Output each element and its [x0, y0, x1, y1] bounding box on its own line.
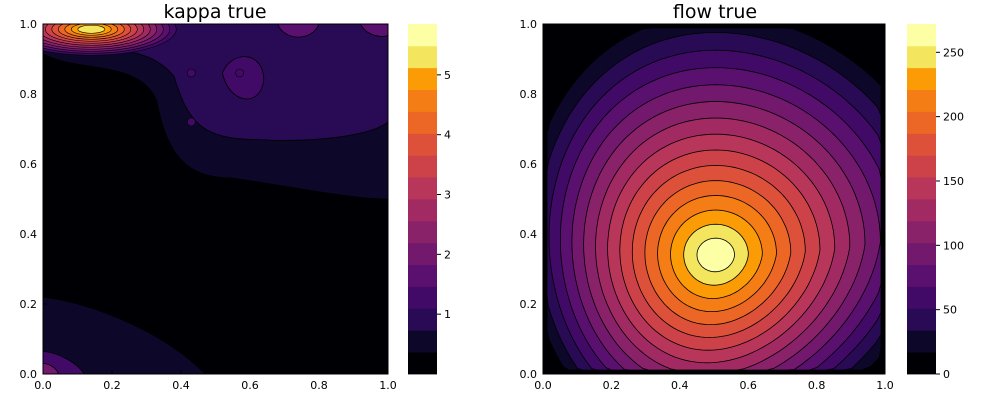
- x-tick-label: 0.2: [103, 379, 121, 392]
- kappa-panel: kappa true 0.0 0.2 0.4 0.6 0.8 1.0 0.00.20.40…: [20, 1, 452, 392]
- colorbar-tick-label: 150: [943, 175, 964, 188]
- x-tick-label: 0.6: [739, 379, 757, 392]
- kappa-colorbar: 1 2 3 4 5: [408, 24, 451, 375]
- flow-plot-area: [543, 24, 885, 374]
- colorbar-tick-label: 3: [444, 189, 451, 202]
- x-tick-label: 0.2: [603, 379, 621, 392]
- colorbar-band: [907, 133, 936, 156]
- x-tick-label: 0.4: [172, 379, 190, 392]
- x-tick-label: 0.6: [241, 379, 259, 392]
- colorbar-tick-label: 0: [943, 368, 950, 381]
- flow-panel: flow true 0.0 0.2 0.4 0.6 0.8 1.0 0.00.20.40.…: [520, 1, 965, 392]
- y-tick-label: 0.0: [20, 368, 38, 381]
- flow-x-axis: 0.0 0.2 0.4 0.6 0.8 1.0: [534, 370, 894, 392]
- flow-colorbar: 0 50 100 150 200 250: [907, 24, 964, 381]
- kappa-peak-contour: [77, 24, 106, 34]
- colorbar-band: [907, 24, 936, 47]
- kappa-local-feature: [235, 68, 244, 78]
- flow-contours: [546, 27, 882, 371]
- y-tick-label: 0.0: [520, 368, 538, 381]
- colorbar-band: [408, 286, 437, 309]
- colorbar-band: [907, 264, 936, 287]
- colorbar-band: [907, 220, 936, 244]
- colorbar-band: [408, 264, 437, 287]
- kappa-local-feature: [187, 117, 196, 127]
- colorbar-band: [408, 352, 437, 375]
- colorbar-band: [408, 89, 437, 112]
- colorbar-band: [408, 220, 437, 244]
- y-tick-label: 0.8: [520, 88, 538, 101]
- colorbar-band: [907, 111, 936, 134]
- y-tick-label: 0.6: [20, 158, 38, 171]
- y-tick-label: 0.2: [20, 298, 38, 311]
- colorbar-band: [408, 199, 437, 222]
- flow-frame: [542, 23, 886, 375]
- colorbar-band: [907, 89, 936, 112]
- colorbar-tick-label: 50: [943, 304, 957, 317]
- kappa-title: kappa true: [163, 1, 266, 23]
- y-tick-label: 0.2: [520, 298, 538, 311]
- kappa-plot-area: [43, 24, 388, 374]
- y-tick-label: 0.4: [520, 228, 538, 241]
- colorbar-band: [408, 177, 437, 200]
- colorbar-band: [907, 45, 936, 69]
- colorbar-band: [408, 242, 437, 266]
- y-tick-label: 0.4: [20, 228, 38, 241]
- x-tick-label: 1.0: [876, 379, 894, 392]
- x-tick-label: 0.8: [310, 379, 328, 392]
- colorbar-tick-label: 4: [444, 129, 451, 142]
- kappa-local-feature: [187, 68, 196, 78]
- colorbar-band: [408, 111, 437, 134]
- colorbar-band: [907, 352, 936, 375]
- colorbar-band: [408, 133, 437, 156]
- kappa-contour-level: [221, 56, 265, 100]
- x-tick-label: 0.0: [34, 379, 52, 392]
- flow-title: flow true: [673, 1, 757, 23]
- x-tick-label: 1.0: [379, 379, 397, 392]
- colorbar-tick-label: 200: [943, 111, 964, 124]
- colorbar-tick-label: 250: [943, 46, 964, 59]
- y-tick-label: 1.0: [520, 18, 538, 31]
- colorbar-band: [907, 242, 936, 266]
- colorbar-band: [907, 155, 936, 178]
- kappa-x-axis: 0.0 0.2 0.4 0.6 0.8 1.0: [34, 370, 397, 392]
- kappa-frame: [42, 23, 389, 375]
- kappa-contour-level: [43, 363, 59, 374]
- x-tick-label: 0.8: [808, 379, 826, 392]
- y-tick-label: 1.0: [20, 18, 38, 31]
- x-tick-label: 0.4: [671, 379, 689, 392]
- kappa-contour-level: [359, 24, 388, 37]
- kappa-contours: [43, 24, 388, 374]
- colorbar-band: [408, 24, 437, 47]
- colorbar-band: [907, 330, 936, 353]
- colorbar-tick-label: 5: [444, 69, 451, 82]
- y-tick-label: 0.6: [520, 158, 538, 171]
- colorbar-band: [907, 177, 936, 200]
- colorbar-band: [408, 67, 437, 91]
- y-tick-label: 0.8: [20, 88, 38, 101]
- flow-contour-level: [696, 237, 735, 273]
- colorbar-band: [408, 155, 437, 178]
- colorbar-band: [408, 45, 437, 69]
- colorbar-band: [907, 286, 936, 309]
- flow-y-axis: 0.0 0.2 0.4 0.6 0.8 1.0: [520, 18, 547, 381]
- colorbar-tick-label: 2: [444, 248, 451, 261]
- x-tick-label: 0.0: [534, 379, 552, 392]
- colorbar-band: [907, 199, 936, 222]
- colorbar-band: [907, 67, 936, 91]
- colorbar-tick-label: 1: [444, 308, 451, 321]
- kappa-y-axis: 0.0 0.2 0.4 0.6 0.8 1.0: [20, 18, 47, 381]
- colorbar-band: [408, 330, 437, 353]
- colorbar-tick-label: 100: [943, 239, 964, 252]
- colorbar-band: [408, 308, 437, 331]
- colorbar-band: [907, 308, 936, 331]
